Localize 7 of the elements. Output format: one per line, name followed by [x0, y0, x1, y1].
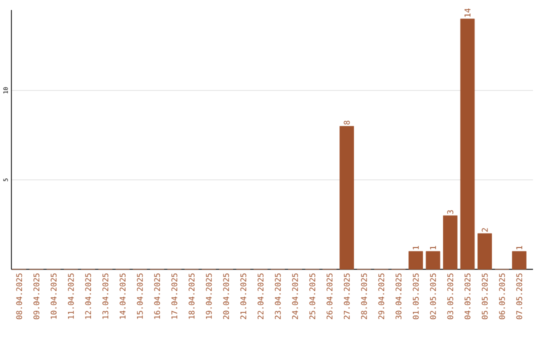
bar — [443, 215, 458, 270]
bar — [478, 233, 492, 270]
bar — [512, 251, 526, 270]
bar — [426, 251, 440, 270]
bar — [460, 18, 475, 270]
bar — [340, 126, 354, 270]
bar — [408, 251, 423, 270]
